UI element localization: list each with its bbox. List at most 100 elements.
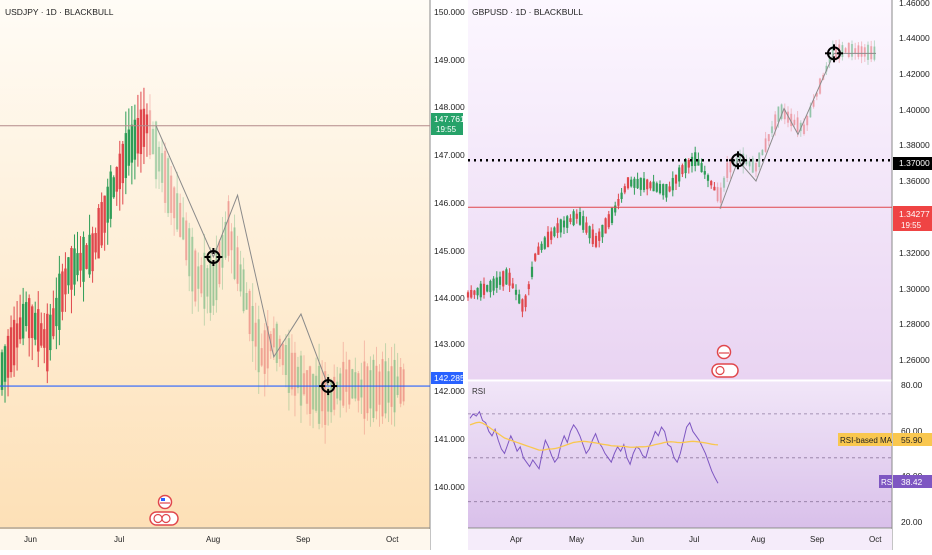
left-support-price-tag — [431, 372, 463, 384]
candle-body — [281, 343, 285, 366]
candle-body — [671, 177, 674, 191]
candle-body — [82, 236, 85, 282]
rsi-plot — [468, 410, 892, 503]
candle-body — [482, 283, 486, 295]
right-time-tick: May — [569, 535, 584, 544]
candle-body — [115, 167, 118, 192]
candle-body — [697, 159, 700, 166]
candle-body — [556, 223, 559, 233]
us-flag-icon[interactable] — [157, 494, 173, 510]
candle-body — [46, 313, 49, 372]
candle-body — [314, 375, 318, 411]
rsi-ma-line — [469, 421, 719, 451]
rsi-label-box — [879, 475, 892, 488]
us-flag-icon[interactable] — [716, 344, 732, 360]
candle-body — [402, 369, 405, 402]
candle-body — [109, 171, 112, 219]
candle-body — [142, 108, 146, 147]
candle-body — [870, 46, 873, 60]
candle-body — [591, 229, 594, 245]
candle-body — [27, 298, 31, 339]
candle-body — [9, 327, 13, 373]
right-price-tick: 1.40000 — [899, 105, 930, 115]
right-price-tick: 1.28000 — [899, 319, 930, 329]
candle-body — [572, 211, 575, 226]
candle-body — [614, 205, 617, 213]
candle-body — [502, 271, 505, 287]
candle-body — [384, 361, 387, 414]
left-time-tick: Oct — [386, 535, 399, 544]
right-price-tick: 1.36000 — [899, 176, 930, 186]
candle-body — [154, 121, 158, 180]
candle-body — [85, 245, 88, 269]
candle-body — [100, 202, 103, 246]
candle-body — [521, 299, 524, 312]
candle-body — [191, 236, 194, 292]
candle-body — [790, 113, 793, 127]
candle-body — [366, 366, 369, 414]
candle-body — [748, 161, 751, 167]
candle-body — [834, 46, 838, 59]
left-time-axis: Jun Jul Aug Sep Oct — [24, 535, 399, 544]
candle-body — [336, 381, 339, 399]
candle-body — [369, 370, 372, 409]
candle-body — [70, 248, 73, 290]
candle-body — [665, 184, 668, 198]
candle-body — [863, 47, 866, 57]
candle-body — [738, 154, 742, 163]
candle-body — [719, 187, 722, 203]
candle-body — [251, 305, 254, 342]
candle-body — [498, 276, 502, 285]
left-price-axis: 150.000 149.000 148.000 147.000 146.000 … — [434, 7, 465, 492]
candle-body — [716, 187, 719, 202]
candle-body — [761, 149, 764, 156]
candle-body — [15, 323, 19, 348]
candle-body — [139, 109, 143, 155]
left-event-flags[interactable] — [149, 494, 179, 526]
candle-body — [636, 178, 639, 189]
candle-body — [786, 111, 790, 123]
candle-body — [357, 373, 360, 401]
candle-body — [857, 45, 860, 57]
left-price-tick: 143.000 — [434, 339, 465, 349]
projection-path[interactable] — [155, 125, 329, 387]
rsi-value-tag — [893, 475, 932, 488]
rsi-axis-tick: 60.00 — [901, 426, 923, 436]
left-time-tick: Jul — [114, 535, 124, 544]
candle-body — [55, 297, 58, 327]
candle-body — [780, 104, 783, 119]
candle-body — [67, 257, 70, 286]
right-key-level-label: 1.37000 — [899, 158, 930, 168]
candle-body — [476, 287, 479, 296]
candle-body — [302, 373, 306, 395]
left-current-price-tag — [431, 113, 463, 135]
projection-path[interactable] — [719, 52, 876, 209]
candle-body — [550, 231, 553, 240]
right-event-flags[interactable] — [711, 344, 739, 378]
left-price-tick: 150.000 — [434, 7, 465, 17]
candle-body — [767, 134, 770, 142]
candle-body — [194, 250, 197, 302]
candle-body — [850, 43, 854, 57]
candle-body — [326, 387, 330, 412]
candle-body — [537, 246, 540, 255]
candle-body — [317, 365, 321, 424]
candle-body — [166, 158, 170, 214]
candle-body — [729, 158, 732, 173]
candle-body — [546, 231, 550, 247]
left-countdown: 19:55 — [436, 125, 457, 134]
candle-body — [687, 159, 690, 168]
candle-body — [299, 355, 303, 406]
candle-body — [681, 165, 684, 175]
candle-body — [3, 346, 7, 382]
candle-body — [230, 231, 233, 251]
us-flag-icon-dot — [161, 513, 171, 524]
candle-body — [710, 181, 713, 186]
left-time-axis-background — [0, 529, 430, 550]
candle-body — [527, 284, 530, 290]
candle-body — [668, 186, 671, 192]
candle-body — [124, 133, 128, 179]
candle-body — [24, 302, 28, 327]
